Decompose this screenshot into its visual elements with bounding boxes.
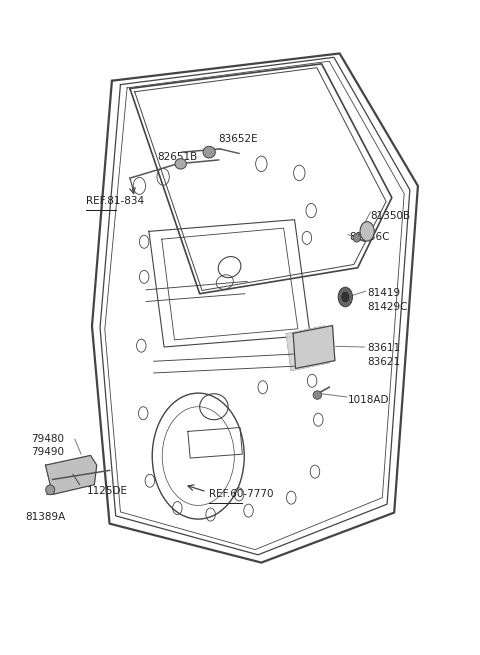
Ellipse shape [46, 485, 55, 495]
Text: 81429C: 81429C [367, 302, 408, 312]
Text: REF.81-834: REF.81-834 [86, 196, 144, 206]
Polygon shape [46, 455, 96, 495]
Ellipse shape [313, 391, 322, 400]
Ellipse shape [353, 234, 360, 242]
Ellipse shape [203, 146, 216, 158]
Text: 79490: 79490 [31, 447, 64, 457]
Ellipse shape [360, 221, 374, 241]
Ellipse shape [338, 288, 352, 307]
Text: 81456C: 81456C [349, 232, 390, 242]
Polygon shape [293, 326, 335, 368]
Polygon shape [287, 326, 329, 370]
Text: 82651B: 82651B [157, 153, 197, 162]
Text: 81389A: 81389A [25, 512, 66, 522]
Text: 1125DE: 1125DE [87, 486, 128, 496]
Text: 79480: 79480 [31, 434, 64, 444]
Text: REF.60-7770: REF.60-7770 [209, 489, 274, 499]
Ellipse shape [342, 292, 349, 302]
Text: 1018AD: 1018AD [348, 395, 390, 405]
Text: 83652E: 83652E [219, 134, 258, 144]
Ellipse shape [175, 159, 186, 169]
Text: 83621: 83621 [367, 357, 400, 367]
Text: 83611: 83611 [367, 343, 400, 353]
Text: 81350B: 81350B [371, 211, 410, 221]
Text: 81419: 81419 [367, 288, 400, 298]
